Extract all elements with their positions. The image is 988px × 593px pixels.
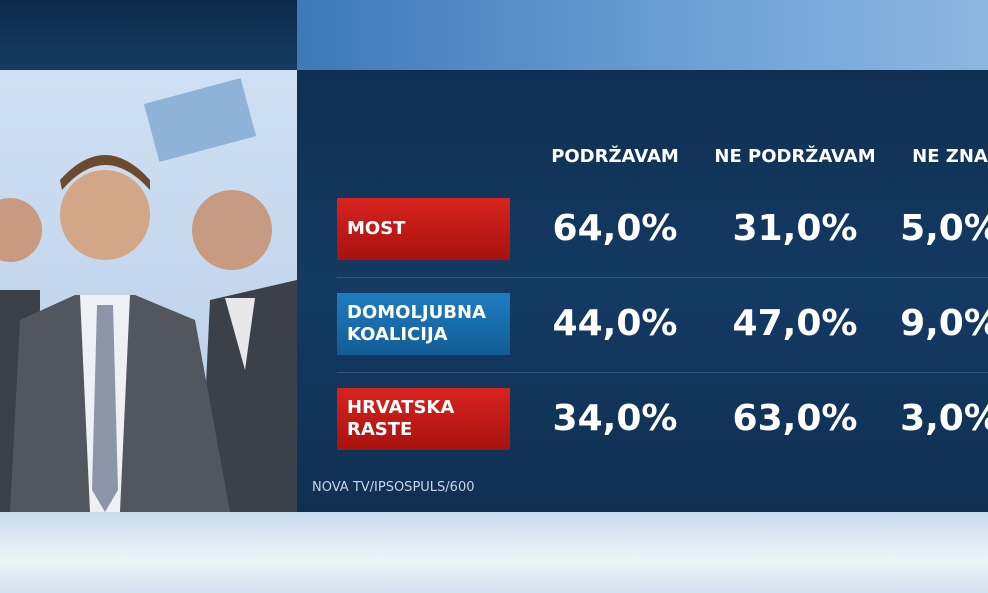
value-cell: 3,0% bbox=[900, 398, 988, 439]
value-cell: 64,0% bbox=[552, 208, 678, 249]
value-cell: 44,0% bbox=[552, 303, 678, 344]
column-header: NE PODRŽAVAM bbox=[714, 146, 876, 167]
bottom-bar bbox=[0, 512, 988, 593]
row-separator bbox=[337, 277, 988, 278]
value-cell: 31,0% bbox=[732, 208, 858, 249]
photo bbox=[0, 70, 297, 512]
photo-figures bbox=[0, 78, 297, 512]
top-bar bbox=[0, 0, 297, 70]
top-bar-sky bbox=[297, 0, 988, 70]
value-cell: 9,0% bbox=[900, 303, 988, 344]
value-cell: 5,0% bbox=[900, 208, 988, 249]
party-label: DOMOLJUBNA KOALICIJA bbox=[337, 293, 510, 355]
value-cell: 63,0% bbox=[732, 398, 858, 439]
source-note: NOVA TV/IPSOSPULS/600 bbox=[312, 480, 475, 495]
value-cell: 34,0% bbox=[552, 398, 678, 439]
value-cell: 47,0% bbox=[732, 303, 858, 344]
column-header: PODRŽAVAM bbox=[551, 146, 679, 167]
column-header: NE ZNA bbox=[912, 146, 988, 167]
party-label: MOST bbox=[337, 198, 510, 260]
row-separator bbox=[337, 372, 988, 373]
party-label: HRVATSKA RASTE bbox=[337, 388, 510, 450]
